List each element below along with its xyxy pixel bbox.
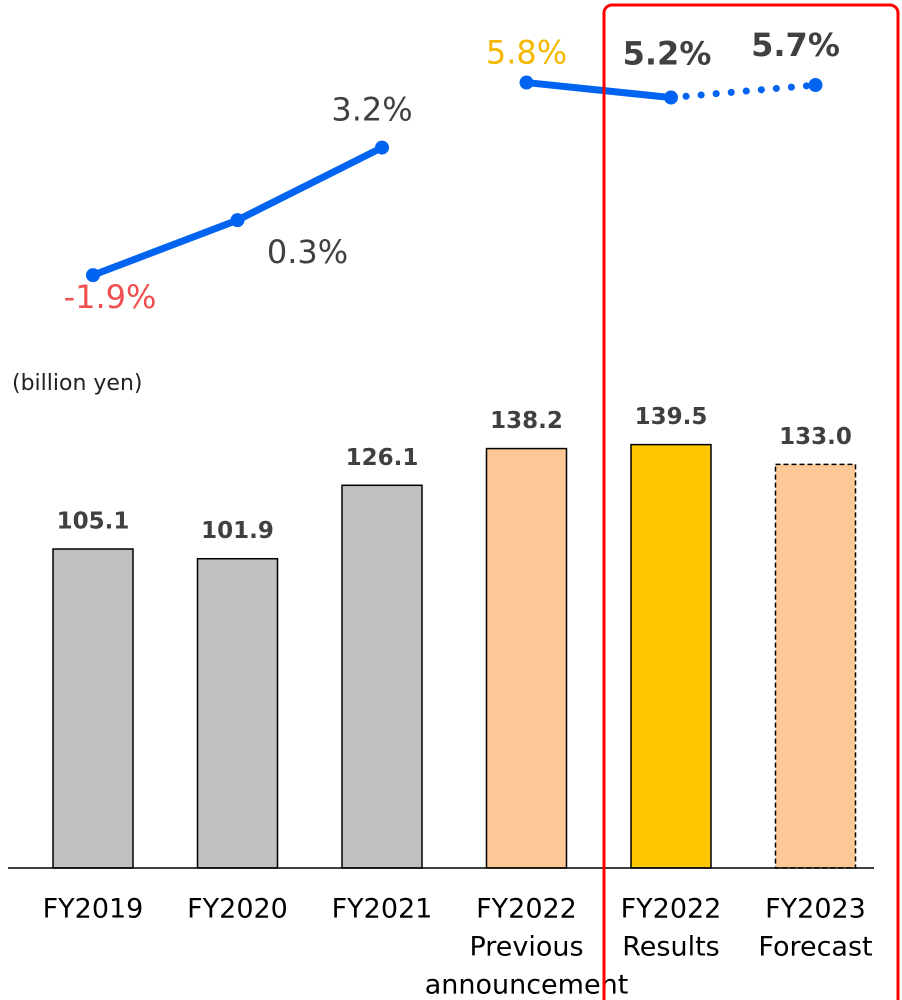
bar <box>774 463 857 869</box>
line-value-label: 0.3% <box>267 233 348 271</box>
highlight-frame <box>602 3 900 1000</box>
bar-value-label: 101.9 <box>201 518 274 544</box>
line-point <box>230 213 245 228</box>
line-value-label: 5.8% <box>486 34 567 72</box>
bar-value-label: 105.1 <box>57 509 130 535</box>
bar-value-label: 138.2 <box>490 408 563 434</box>
x-tick-label: Previous <box>469 932 583 963</box>
line-point <box>519 75 534 90</box>
x-tick-label: Results <box>622 932 720 963</box>
line-point <box>375 140 389 155</box>
line-value-label: 5.2% <box>623 35 712 73</box>
x-tick-label: announcement <box>425 970 629 1000</box>
bar-value-label: 126.1 <box>346 445 419 471</box>
line-point <box>808 78 823 93</box>
x-tick-label: Forecast <box>758 932 872 963</box>
bar <box>52 548 134 869</box>
x-tick-label: FY2020 <box>187 894 288 925</box>
line-value-label: -1.9% <box>64 278 157 316</box>
x-tick-label: FY2019 <box>43 894 144 925</box>
x-tick-label: FY2022 <box>621 894 722 925</box>
x-tick-label: FY2021 <box>332 894 433 925</box>
line-solid <box>523 79 675 102</box>
bar <box>341 484 423 869</box>
x-tick-label: FY2022 <box>476 894 577 925</box>
unit-label: (billion yen) <box>12 371 142 396</box>
bar-value-label: 133.0 <box>779 424 852 450</box>
bar <box>196 557 279 869</box>
bar-value-label: 139.5 <box>635 404 708 430</box>
line-value-label: 3.2% <box>331 91 412 129</box>
line-dotted <box>667 81 819 102</box>
line-value-label: 5.7% <box>751 26 840 64</box>
bar <box>485 447 568 869</box>
line-point <box>664 90 678 105</box>
x-tick-label: FY2023 <box>765 894 866 925</box>
line-point <box>86 268 100 283</box>
bar <box>630 443 712 869</box>
